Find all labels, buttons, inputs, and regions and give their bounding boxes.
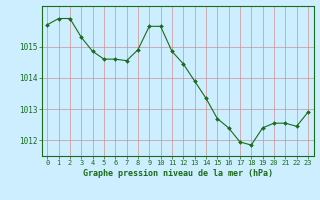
X-axis label: Graphe pression niveau de la mer (hPa): Graphe pression niveau de la mer (hPa) (83, 169, 273, 178)
